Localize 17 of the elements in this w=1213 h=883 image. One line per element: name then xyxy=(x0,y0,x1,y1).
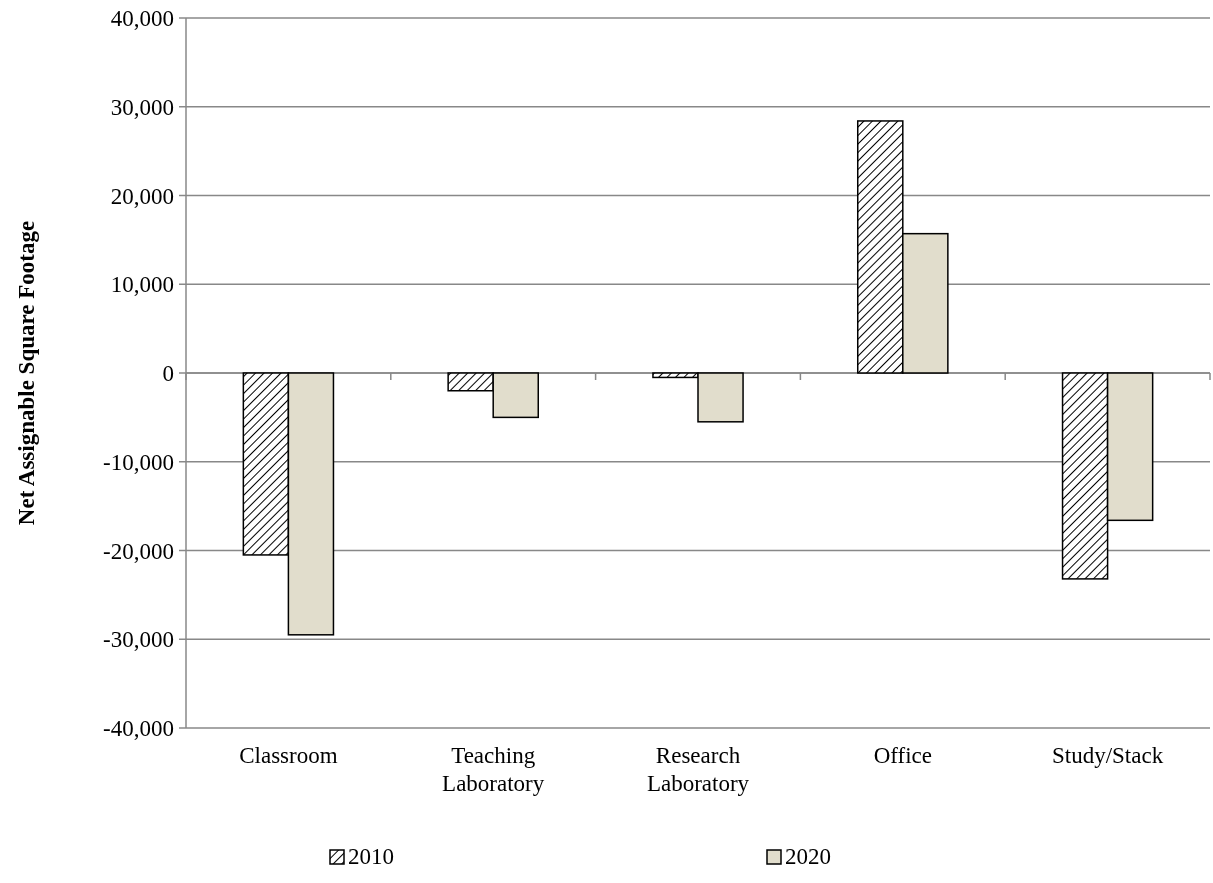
y-tick-label: -20,000 xyxy=(103,538,174,564)
y-tick-label: -10,000 xyxy=(103,449,174,475)
x-tick-label: Office xyxy=(873,743,932,768)
y-tick-label: 20,000 xyxy=(110,183,174,209)
x-tick-label: Classroom xyxy=(239,743,338,768)
y-tick-label: -30,000 xyxy=(103,627,174,653)
legend-label: 2010 xyxy=(348,844,394,869)
y-tick-label: 40,000 xyxy=(110,6,174,32)
y-axis-title: Net Assignable Square Footage xyxy=(14,220,39,526)
x-tick-label: Teaching Laboratory xyxy=(442,743,545,796)
x-tick-label: Study/Stack xyxy=(1052,743,1164,768)
y-tick-label: 10,000 xyxy=(110,272,174,298)
y-tick-label: 0 xyxy=(162,361,174,387)
x-tick-label: Research Laboratory xyxy=(646,743,750,796)
y-tick-label: 30,000 xyxy=(110,94,174,120)
y-tick-label: -40,000 xyxy=(103,716,174,742)
legend-label: 2020 xyxy=(785,844,831,869)
